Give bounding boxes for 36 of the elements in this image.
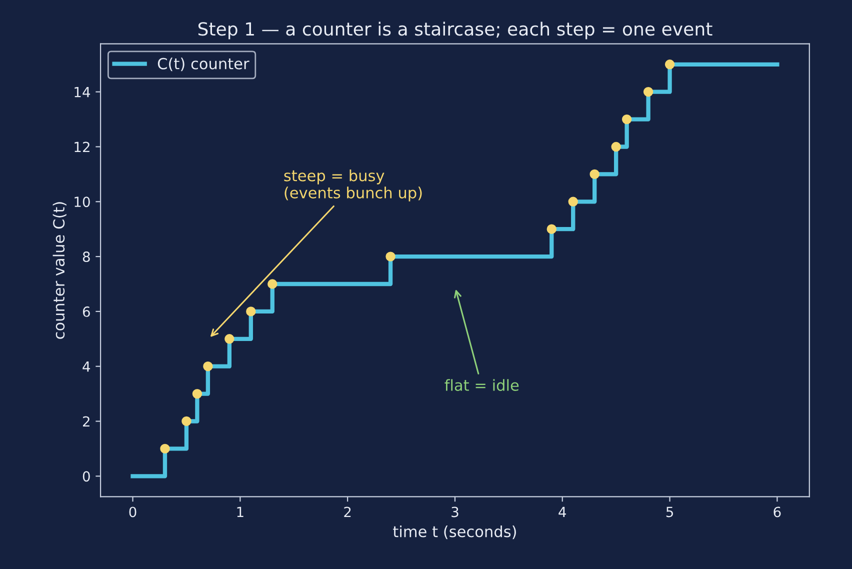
point (546, 224, 556, 234)
point (590, 169, 600, 180)
y-tick-label: 6 (82, 306, 90, 317)
x-tick-label: 0 (129, 506, 136, 518)
x-tick-label: 1 (237, 506, 244, 518)
point (568, 196, 578, 207)
point (611, 142, 621, 152)
point (192, 388, 202, 399)
y-tick-label: 4 (82, 362, 90, 372)
x-tick-label: 2 (344, 506, 351, 518)
x-tick-label: 3 (452, 506, 458, 518)
y-tick-label: 10 (74, 196, 90, 208)
point (622, 114, 632, 124)
point (386, 252, 396, 262)
y-tick-label: 8 (82, 252, 90, 262)
point (664, 60, 675, 70)
point (160, 444, 170, 454)
point (268, 279, 278, 289)
x-axis-title: time t (seconds) (393, 525, 516, 540)
annotation: steep = busy (events bunch up) (284, 170, 422, 202)
y-tick-label: 14 (74, 87, 90, 98)
point (643, 86, 654, 97)
annotation: flat = idle (444, 379, 519, 391)
chart-title: Step 1 — a counter is a staircase; each step = one event (198, 22, 712, 40)
y-tick-label: 2 (82, 416, 90, 427)
point (182, 416, 192, 426)
point (246, 306, 256, 316)
point (224, 334, 234, 344)
y-tick-label: 12 (74, 142, 90, 152)
legend-label: C(t) counter (158, 58, 250, 72)
x-tick-label: 4 (558, 506, 566, 518)
y-tick-label: 0 (82, 471, 90, 482)
x-tick-label: 5 (666, 506, 673, 518)
point (203, 361, 213, 372)
y-axis-title: counter value C(t) (52, 202, 66, 339)
x-tick-label: 6 (774, 506, 781, 518)
